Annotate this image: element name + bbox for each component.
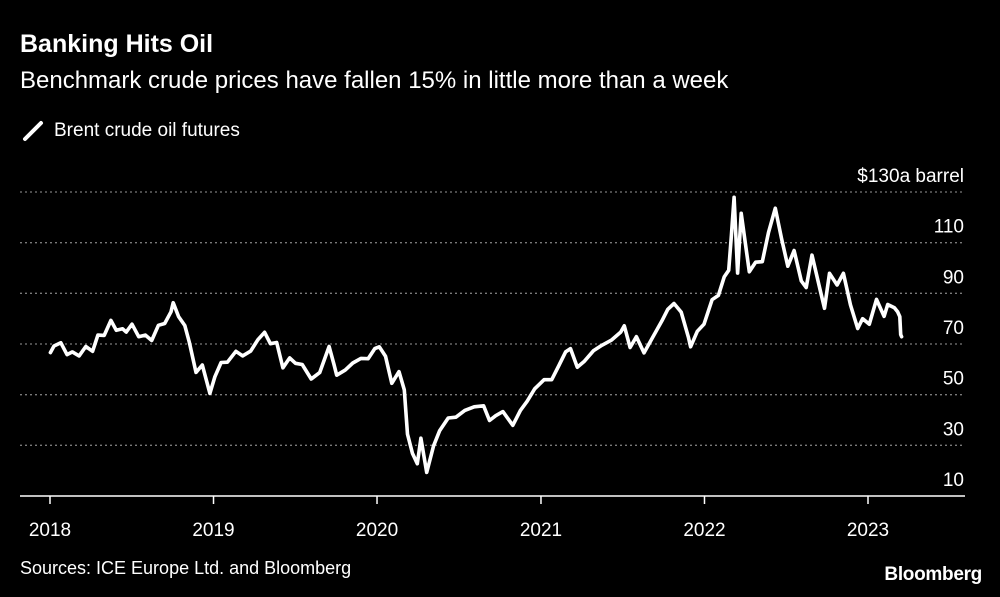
y-tick-label: 70: [943, 318, 964, 339]
x-tick-label: 2021: [520, 520, 562, 541]
x-tick-label: 2022: [683, 520, 725, 541]
y-axis: 10 30 50 70 90 110 $130a barrel: [857, 166, 964, 491]
chart-legend: Brent crude oil futures: [22, 118, 240, 144]
legend-label: Brent crude oil futures: [54, 120, 240, 141]
y-tick-label: $130a barrel: [857, 166, 964, 187]
bloomberg-logo: Bloomberg: [884, 564, 982, 585]
legend-line-icon: [23, 121, 43, 141]
grid-lines: [20, 191, 965, 446]
y-tick-label: 110: [934, 217, 964, 238]
x-tick-label: 2019: [192, 520, 234, 541]
x-tick-label: 2018: [29, 520, 71, 541]
x-tick-label: 2023: [847, 520, 889, 541]
chart-title: Banking Hits Oil: [20, 30, 214, 58]
chart-subtitle: Benchmark crude prices have fallen 15% i…: [20, 67, 729, 94]
x-tick-label: 2020: [356, 520, 398, 541]
source-note: Sources: ICE Europe Ltd. and Bloomberg: [20, 558, 352, 578]
x-axis: 2018 2019 2020 2021 2022 2023: [20, 495, 965, 541]
series-layer: [48, 195, 904, 475]
series-line-brent: [48, 195, 904, 475]
y-tick-label: 30: [943, 419, 964, 440]
y-tick-label: 10: [943, 470, 964, 491]
y-tick-label: 90: [943, 267, 964, 288]
y-tick-label: 50: [943, 369, 964, 390]
